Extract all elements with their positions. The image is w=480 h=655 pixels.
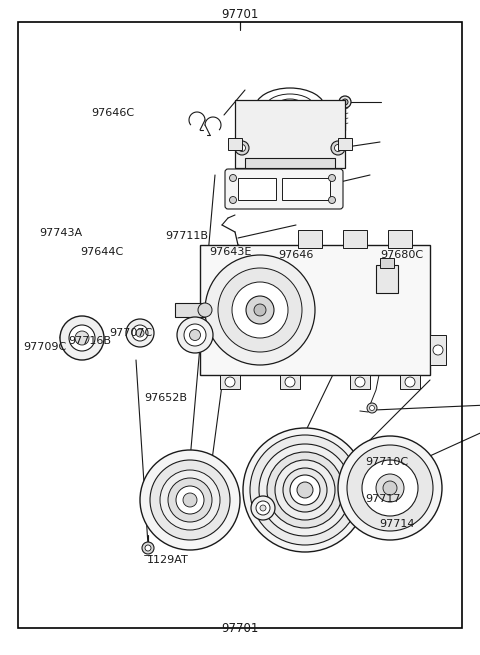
- Text: 97652B: 97652B: [144, 392, 187, 403]
- Bar: [376, 265, 398, 293]
- Circle shape: [239, 145, 245, 151]
- Circle shape: [176, 486, 204, 514]
- Bar: [298, 230, 322, 248]
- Text: 97707C: 97707C: [109, 328, 153, 338]
- Circle shape: [190, 329, 201, 341]
- Circle shape: [405, 377, 415, 387]
- Bar: [245, 158, 335, 168]
- Circle shape: [168, 478, 212, 522]
- Circle shape: [243, 428, 367, 552]
- Circle shape: [383, 481, 397, 495]
- Circle shape: [335, 145, 341, 151]
- Text: 97709C: 97709C: [23, 342, 66, 352]
- Bar: [343, 230, 367, 248]
- Bar: [175, 303, 205, 317]
- Circle shape: [145, 545, 151, 551]
- Circle shape: [251, 496, 275, 520]
- Circle shape: [275, 460, 335, 520]
- Circle shape: [376, 474, 404, 502]
- Circle shape: [362, 460, 418, 516]
- Bar: [430, 335, 446, 365]
- Text: 97701: 97701: [221, 7, 259, 20]
- Circle shape: [370, 405, 374, 411]
- Text: 97743A: 97743A: [39, 228, 83, 238]
- Text: 97717: 97717: [365, 494, 400, 504]
- Text: 97714: 97714: [379, 519, 415, 529]
- Circle shape: [328, 174, 336, 181]
- Circle shape: [256, 501, 270, 515]
- Circle shape: [142, 542, 154, 554]
- Circle shape: [259, 444, 351, 536]
- Circle shape: [235, 141, 249, 155]
- Bar: [235, 100, 345, 168]
- Circle shape: [290, 475, 320, 505]
- Text: 1129AT: 1129AT: [146, 555, 188, 565]
- Circle shape: [347, 445, 433, 531]
- Circle shape: [338, 436, 442, 540]
- Text: 97644C: 97644C: [81, 247, 124, 257]
- Circle shape: [150, 460, 230, 540]
- Text: 97643E: 97643E: [209, 247, 251, 257]
- Text: 97711B: 97711B: [165, 231, 208, 241]
- Circle shape: [132, 325, 148, 341]
- Circle shape: [229, 196, 237, 204]
- Text: 97716B: 97716B: [69, 335, 112, 346]
- Circle shape: [285, 377, 295, 387]
- Circle shape: [225, 377, 235, 387]
- Circle shape: [339, 96, 351, 108]
- Circle shape: [183, 493, 197, 507]
- Circle shape: [69, 325, 95, 351]
- Bar: [220, 375, 240, 389]
- Bar: [338, 138, 352, 150]
- FancyBboxPatch shape: [225, 169, 343, 209]
- Circle shape: [367, 403, 377, 413]
- Circle shape: [60, 316, 104, 360]
- Circle shape: [246, 296, 274, 324]
- Circle shape: [297, 482, 313, 498]
- Circle shape: [328, 196, 336, 204]
- Circle shape: [250, 435, 360, 545]
- Circle shape: [260, 505, 266, 511]
- Bar: [280, 375, 300, 389]
- Circle shape: [126, 319, 154, 347]
- Text: 97680C: 97680C: [381, 250, 424, 261]
- Circle shape: [355, 377, 365, 387]
- Bar: [228, 138, 242, 150]
- Circle shape: [433, 345, 443, 355]
- Circle shape: [218, 268, 302, 352]
- Text: 97710C: 97710C: [365, 457, 408, 468]
- Circle shape: [136, 329, 144, 337]
- Circle shape: [331, 141, 345, 155]
- Bar: [380, 258, 394, 268]
- Circle shape: [184, 324, 206, 346]
- Circle shape: [254, 304, 266, 316]
- Text: 97646: 97646: [278, 250, 314, 261]
- Text: 97701: 97701: [221, 622, 259, 635]
- Circle shape: [177, 317, 213, 353]
- Text: 97646C: 97646C: [91, 107, 134, 118]
- Circle shape: [205, 255, 315, 365]
- Bar: [388, 230, 412, 248]
- Bar: [238, 178, 276, 200]
- Circle shape: [267, 452, 343, 528]
- Bar: [400, 375, 420, 389]
- Circle shape: [75, 331, 89, 345]
- Bar: [200, 245, 430, 375]
- Bar: [350, 375, 370, 389]
- Circle shape: [229, 174, 237, 181]
- Bar: [282, 178, 330, 200]
- Circle shape: [232, 282, 288, 338]
- Circle shape: [160, 470, 220, 530]
- Circle shape: [198, 303, 212, 317]
- Circle shape: [140, 450, 240, 550]
- Circle shape: [283, 468, 327, 512]
- Circle shape: [342, 99, 348, 105]
